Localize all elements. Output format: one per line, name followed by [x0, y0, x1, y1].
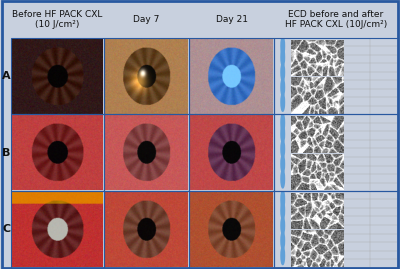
Circle shape — [281, 125, 284, 143]
Circle shape — [281, 63, 284, 81]
Circle shape — [281, 78, 284, 96]
Circle shape — [281, 247, 284, 265]
Circle shape — [281, 217, 284, 235]
Circle shape — [281, 201, 284, 220]
Text: B: B — [2, 148, 10, 158]
Text: ECD before and after
HF PACK CXL (10J/cm²): ECD before and after HF PACK CXL (10J/cm… — [285, 10, 387, 29]
Circle shape — [281, 170, 284, 188]
Text: C: C — [2, 224, 10, 234]
Text: A: A — [2, 71, 11, 81]
Circle shape — [281, 140, 284, 158]
Circle shape — [281, 37, 284, 55]
Circle shape — [281, 93, 284, 111]
Circle shape — [281, 48, 284, 66]
Circle shape — [281, 155, 284, 173]
Text: Day 21: Day 21 — [216, 15, 248, 24]
Circle shape — [281, 232, 284, 250]
Text: Before HF PACK CXL
(10 J/cm²): Before HF PACK CXL (10 J/cm²) — [12, 10, 102, 29]
Circle shape — [281, 190, 284, 208]
Text: Day 7: Day 7 — [133, 15, 160, 24]
Circle shape — [281, 114, 284, 132]
